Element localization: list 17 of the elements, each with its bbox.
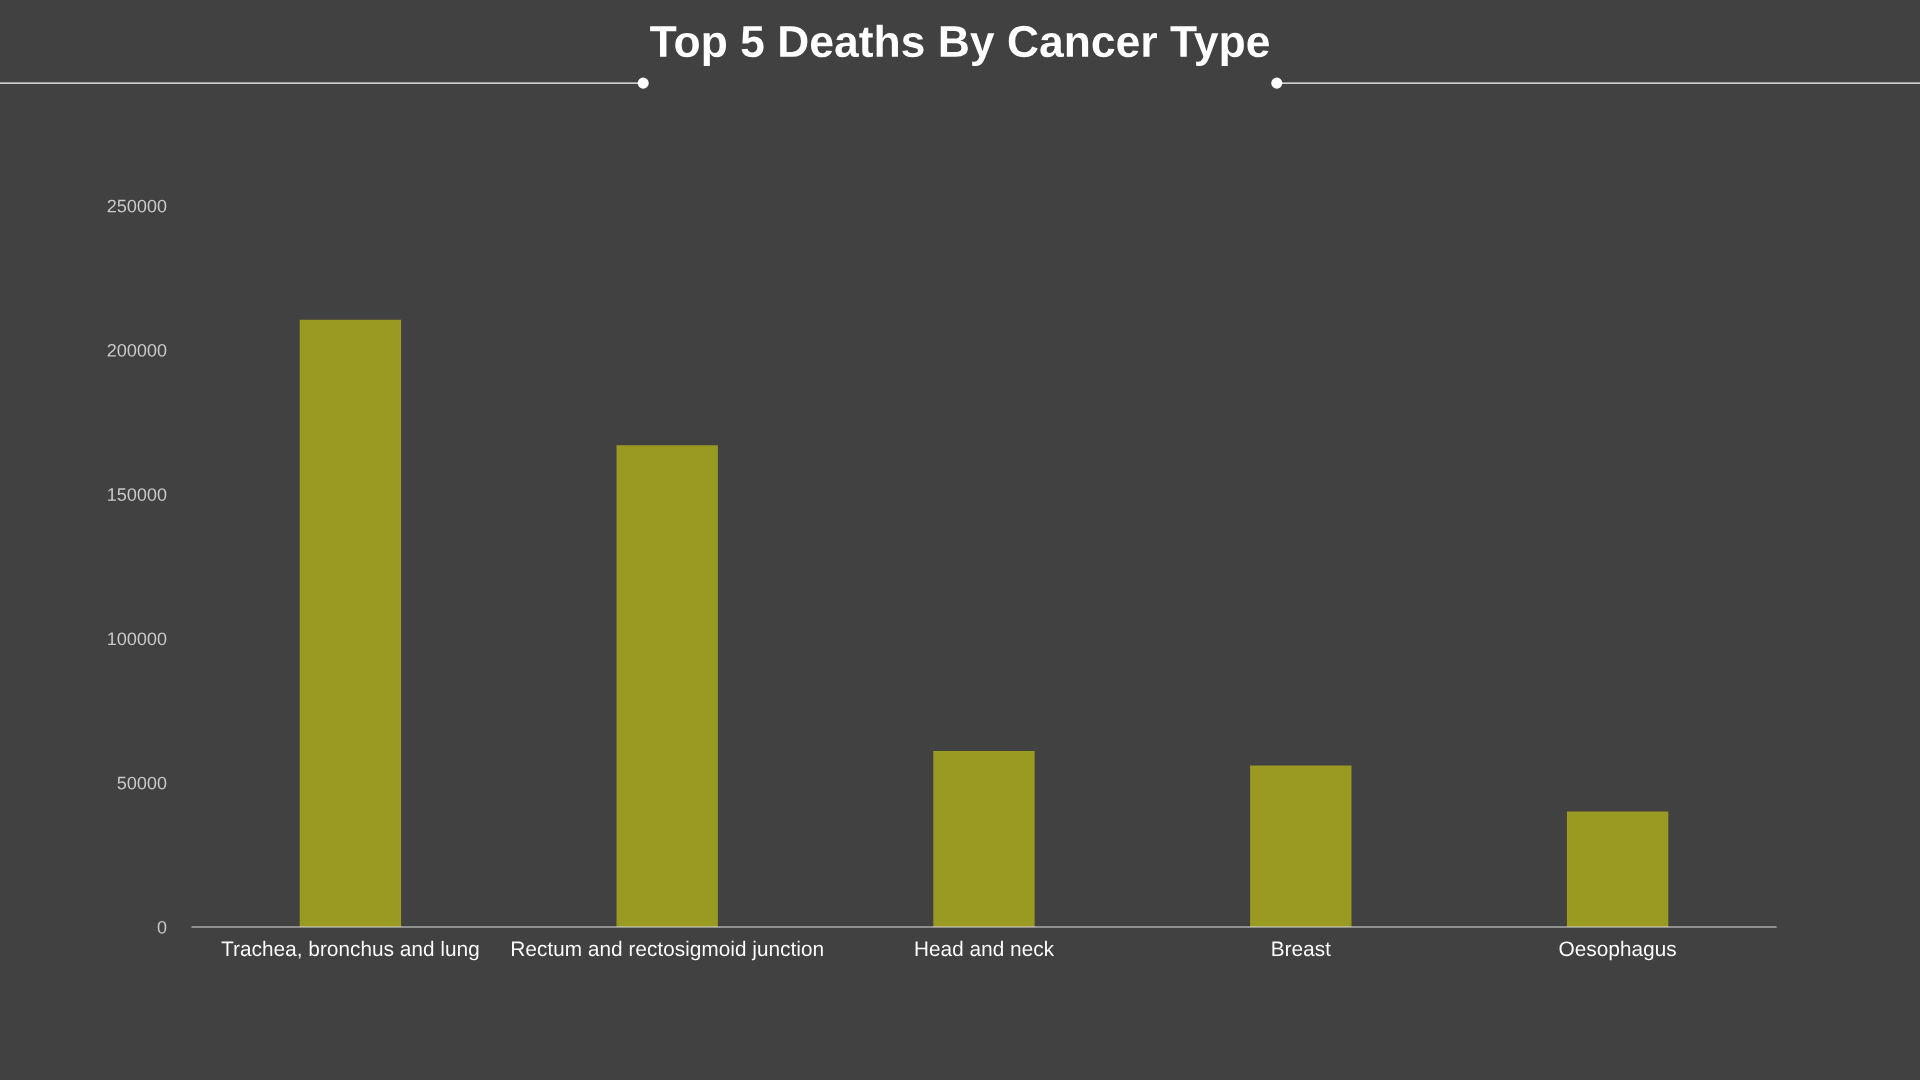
y-tick-label: 150000 bbox=[108, 488, 167, 501]
x-tick-label: Oesophagus bbox=[1559, 940, 1676, 961]
bar bbox=[933, 750, 1035, 927]
x-tick-label: Rectum and rectosigmoid junction bbox=[512, 940, 823, 961]
x-tick-label: Head and neck bbox=[915, 940, 1055, 957]
y-tick-label: 50000 bbox=[117, 776, 167, 790]
y-tick-label: 250000 bbox=[107, 199, 167, 213]
bar bbox=[1566, 811, 1669, 927]
bar bbox=[299, 319, 402, 927]
y-tick-label: 100000 bbox=[108, 632, 167, 646]
y-tick-label: 200000 bbox=[107, 343, 167, 357]
x-tick-label: Trachea, bronchus and lung bbox=[221, 940, 479, 961]
chart-title: Top 5 Deaths By Cancer Type bbox=[650, 24, 1269, 67]
x-tick-label: Breast bbox=[1272, 941, 1331, 957]
bar bbox=[1250, 765, 1352, 927]
bar bbox=[616, 445, 718, 927]
y-tick-label: 0 bbox=[157, 920, 167, 934]
